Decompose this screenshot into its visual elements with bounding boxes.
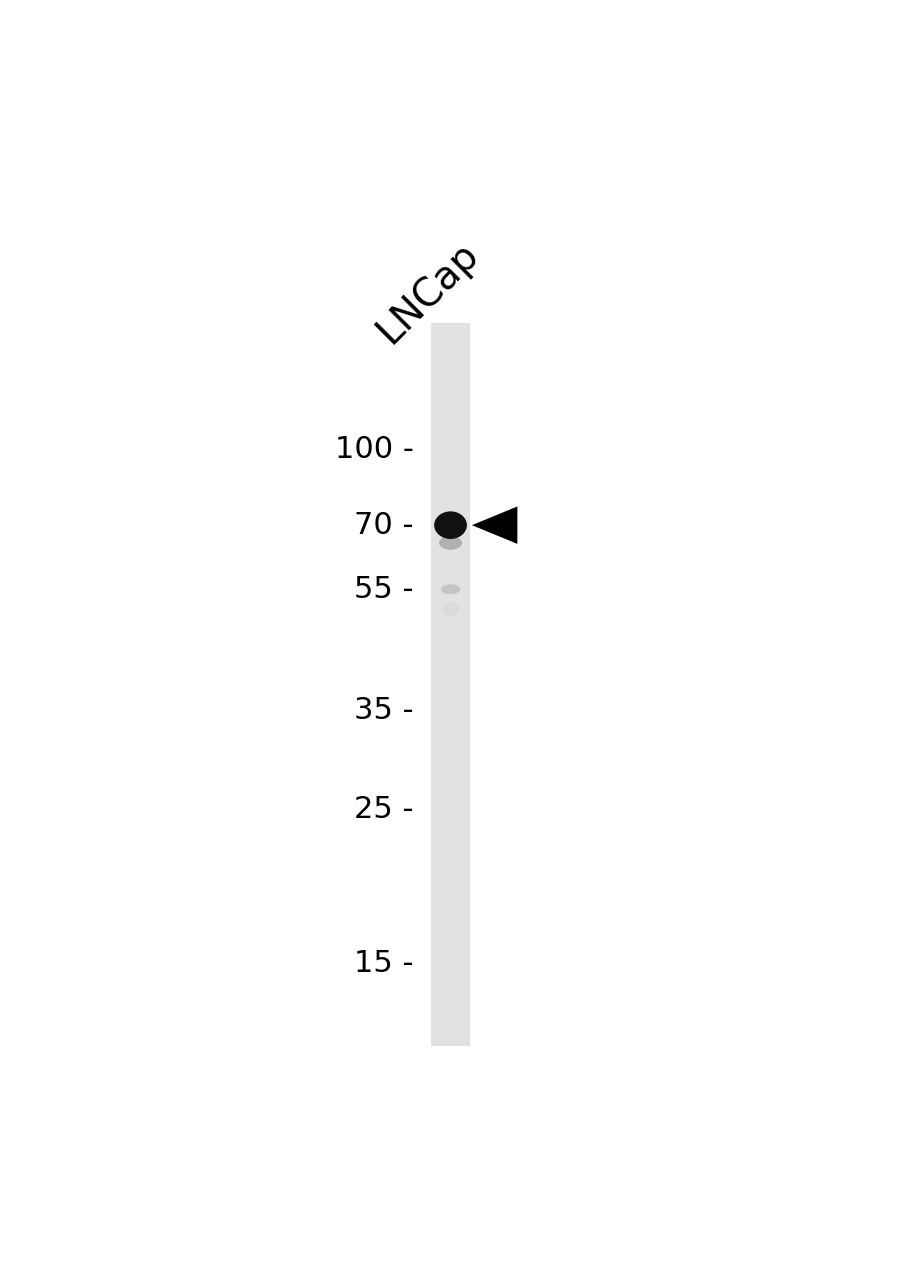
Text: 100 -: 100 -	[335, 435, 413, 463]
Ellipse shape	[440, 584, 460, 594]
Bar	[431, 323, 469, 1046]
Polygon shape	[472, 507, 517, 544]
Text: 35 -: 35 -	[354, 696, 413, 724]
Text: 15 -: 15 -	[354, 950, 413, 978]
Text: 25 -: 25 -	[354, 795, 413, 823]
Ellipse shape	[438, 536, 462, 550]
Ellipse shape	[442, 602, 458, 617]
Ellipse shape	[434, 512, 466, 539]
Text: LNCap: LNCap	[368, 234, 484, 351]
Text: 70 -: 70 -	[354, 511, 413, 540]
Text: 55 -: 55 -	[354, 575, 413, 604]
